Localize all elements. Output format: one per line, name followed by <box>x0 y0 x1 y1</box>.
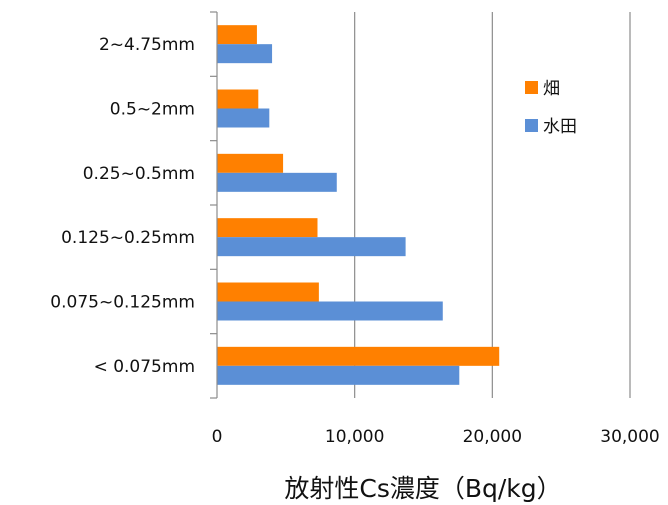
category-label: 0.5~2mm <box>110 100 195 120</box>
category-label: < 0.075mm <box>94 357 195 377</box>
x-tick-labels: 0 10,000 20,000 30,000 <box>212 427 660 447</box>
legend-label: 畑 <box>543 79 560 99</box>
bar-hatake-1 <box>217 282 319 302</box>
x-tick-label: 20,000 <box>463 427 522 447</box>
gridlines <box>354 12 631 398</box>
bar-suiden-5 <box>217 44 273 64</box>
x-tick-label: 10,000 <box>325 427 384 447</box>
bar-hatake-4 <box>217 89 259 109</box>
x-tick-label: 30,000 <box>600 427 659 447</box>
bar-suiden-4 <box>217 108 270 128</box>
category-label: 0.25~0.5mm <box>83 164 195 184</box>
legend-swatch <box>525 119 538 132</box>
bar-hatake-0 <box>217 346 500 366</box>
category-labels: < 0.075mm 0.075~0.125mm 0.125~0.25mm 0.25~0… <box>50 35 195 377</box>
bar-suiden-2 <box>217 237 406 257</box>
bars <box>217 25 500 385</box>
bar-hatake-2 <box>217 218 318 238</box>
bar-hatake-3 <box>217 153 284 173</box>
bar-suiden-1 <box>217 301 443 321</box>
x-axis-title: 放射性Cs濃度（Bq/kg） <box>284 474 561 503</box>
bar-suiden-0 <box>217 365 460 385</box>
legend-swatch <box>525 81 538 94</box>
x-tick-label: 0 <box>212 427 223 447</box>
y-axis-ticks <box>210 11 217 399</box>
category-label: 0.075~0.125mm <box>50 293 195 313</box>
category-label: 2~4.75mm <box>99 35 195 55</box>
legend-label: 水田 <box>543 117 577 137</box>
bar-suiden-3 <box>217 172 337 192</box>
category-label: 0.125~0.25mm <box>61 228 195 248</box>
bar-hatake-5 <box>217 25 257 45</box>
legend: 畑水田 <box>525 79 577 137</box>
